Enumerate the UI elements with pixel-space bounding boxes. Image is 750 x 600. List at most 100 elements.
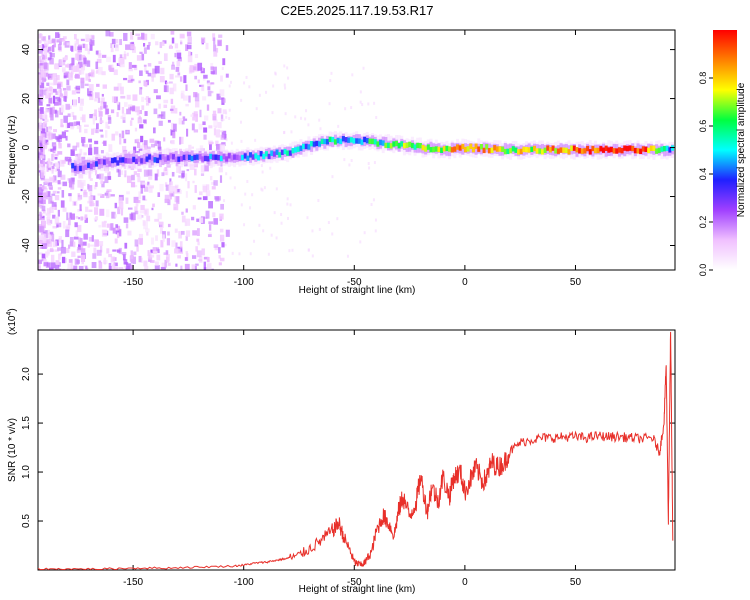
spectrogram-cell bbox=[186, 128, 189, 137]
spectrogram-ridge-cell bbox=[288, 150, 292, 156]
spectrogram-cell bbox=[174, 43, 179, 49]
spectrogram-cell bbox=[40, 149, 44, 152]
spectrogram-cell bbox=[107, 125, 110, 129]
spectrogram-cell bbox=[368, 166, 371, 170]
spectrogram-cell bbox=[130, 212, 136, 221]
spectrogram-cell bbox=[158, 103, 161, 109]
spectrogram-cell bbox=[183, 75, 187, 84]
spectrogram-cell bbox=[61, 160, 66, 164]
spectrogram-cell bbox=[116, 232, 120, 239]
spectrogram-cell bbox=[53, 129, 58, 133]
snr-x-ticks: -150 -100 -50 0 50 bbox=[123, 330, 581, 588]
spectrogram-cell bbox=[152, 68, 157, 75]
spectrogram-cell bbox=[179, 241, 183, 249]
spectrogram-cell bbox=[267, 252, 270, 256]
spectrogram-cell bbox=[80, 189, 83, 192]
spectrogram-cell bbox=[160, 240, 164, 248]
spectrogram-cell bbox=[65, 64, 69, 68]
spectrogram-cell bbox=[179, 111, 182, 116]
spectrogram-ridge-cell bbox=[198, 153, 202, 160]
spectrogram-cell bbox=[47, 160, 51, 168]
spectrogram-cell bbox=[47, 182, 53, 187]
spectrogram-cell bbox=[195, 113, 198, 122]
spectrogram-cell bbox=[118, 201, 124, 210]
y-tick-label: -20 bbox=[21, 189, 32, 204]
spectrogram-ridge-cell bbox=[81, 165, 85, 171]
spectrogram-cell bbox=[60, 174, 66, 180]
spectrogram-ridge-cell bbox=[599, 146, 603, 152]
spectrogram-ridge-cell bbox=[267, 147, 271, 158]
spectrogram-cell bbox=[46, 126, 49, 133]
spectrogram-cell bbox=[44, 119, 49, 122]
spectrogram-cell bbox=[116, 101, 120, 105]
spectrogram-cell bbox=[109, 67, 115, 72]
spectrogram-cell bbox=[151, 207, 154, 211]
spectrogram-ridge-cell bbox=[320, 138, 324, 145]
spectrogram-cell bbox=[135, 33, 140, 37]
spectrogram-cell bbox=[58, 140, 61, 146]
spectrogram-cell bbox=[145, 79, 149, 86]
spectrogram-cell bbox=[228, 108, 231, 112]
spectrogram-cell bbox=[132, 256, 137, 264]
spectrogram-cell bbox=[185, 173, 188, 182]
spectrogram-ridge-cell bbox=[179, 151, 183, 161]
spectrogram-cell bbox=[42, 192, 47, 199]
spectrogram-cell bbox=[40, 245, 43, 249]
spectrogram-cell bbox=[77, 54, 82, 61]
spectrogram-ridge-cell bbox=[246, 155, 250, 161]
spectrogram-cell bbox=[58, 143, 62, 149]
spectrogram-cell bbox=[101, 71, 106, 76]
spectrogram-cell bbox=[106, 209, 110, 218]
spectrogram-cell bbox=[66, 223, 70, 227]
spectrogram-cell bbox=[123, 102, 128, 107]
spectrogram-cell bbox=[128, 68, 133, 72]
spectrogram-cell bbox=[174, 228, 178, 233]
spectrogram-cell bbox=[114, 202, 118, 209]
spectrogram-ridge-cell bbox=[461, 144, 465, 155]
spectrogram-cell bbox=[130, 250, 133, 257]
spectrogram-cell bbox=[57, 191, 60, 194]
spectrogram-cell bbox=[166, 238, 171, 246]
spectrogram-ridge-cell bbox=[179, 156, 183, 162]
spectrogram-ridge-cell bbox=[623, 145, 627, 151]
spectrogram-cell bbox=[135, 106, 140, 113]
spectrogram-cell bbox=[124, 242, 128, 249]
spectrogram-cell bbox=[105, 121, 109, 129]
spectrogram-cell bbox=[78, 173, 84, 179]
spectrogram-cell bbox=[47, 213, 51, 219]
spectrogram-cell bbox=[79, 106, 83, 111]
spectrogram-cell bbox=[79, 204, 82, 211]
spectrogram-cell bbox=[144, 265, 149, 270]
spectrogram-cell bbox=[123, 217, 129, 223]
spectrogram-cell bbox=[136, 138, 140, 142]
spectrogram-cell bbox=[97, 269, 100, 270]
spectrogram-ridge-cell bbox=[535, 148, 539, 154]
spectrogram-cell bbox=[117, 206, 121, 215]
spectrogram-cell bbox=[70, 262, 73, 270]
spectrogram-ridge-cell bbox=[564, 147, 568, 154]
spectrogram-cell bbox=[39, 96, 42, 99]
spectrogram-cell bbox=[270, 233, 273, 237]
spectrogram-cell bbox=[191, 216, 195, 221]
spectrogram-cell bbox=[89, 244, 95, 247]
spectrogram-cell bbox=[195, 263, 199, 266]
spectrogram-cell bbox=[50, 82, 54, 86]
spectrogram-ridge-cell bbox=[254, 153, 258, 159]
spectrogram-cell bbox=[246, 180, 249, 184]
spectrogram-cell bbox=[210, 70, 215, 75]
spectrogram-cell bbox=[126, 108, 131, 115]
spectrogram-cell bbox=[97, 107, 102, 113]
spectrogram-cell bbox=[54, 180, 58, 183]
spectrogram-cell bbox=[63, 42, 66, 46]
spectrogram-cell bbox=[152, 203, 155, 208]
spectrogram-cell bbox=[233, 186, 236, 190]
spectrogram-cell bbox=[221, 118, 225, 121]
spectrogram-cell bbox=[64, 130, 69, 133]
spectrogram-cell bbox=[187, 55, 193, 63]
spectrogram-ridge-cell bbox=[270, 150, 274, 156]
spectrogram-cell bbox=[275, 236, 278, 240]
spectrogram-cell bbox=[91, 262, 97, 269]
spectrogram-cell bbox=[240, 98, 243, 102]
spectrogram-cell bbox=[87, 183, 90, 190]
spectrogram-cell bbox=[119, 54, 123, 58]
